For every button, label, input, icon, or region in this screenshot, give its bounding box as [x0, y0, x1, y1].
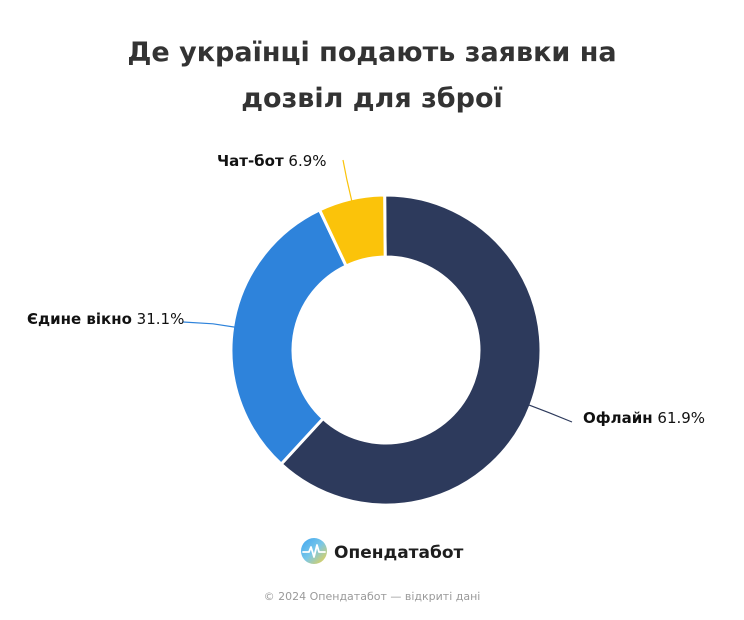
slice-label-chatbot: Чат-бот 6.9% [217, 152, 327, 170]
leader-lines [182, 159, 573, 423]
leader-offline [528, 404, 573, 423]
slice-label-single-window-value: 31.1% [136, 310, 185, 328]
slice-label-single-window: Єдине вікно 31.1% [27, 310, 184, 328]
leader-single-window [182, 321, 235, 328]
leader-chatbot [342, 159, 353, 202]
slice-label-chatbot-value: 6.9% [288, 152, 327, 170]
slice-offline [279, 193, 543, 507]
brand: Опендатабот [300, 537, 464, 570]
chart-title-line-2: дозвіл для зброї [241, 83, 503, 114]
chart-title-line-1: Де українці подають заявки на [127, 37, 617, 68]
chart-title: Де українці подають заявки на дозвіл для… [0, 30, 744, 122]
opendatabot-logo-icon [300, 537, 328, 570]
slice-label-offline-value: 61.9% [657, 409, 706, 427]
slice-single-window [229, 208, 348, 466]
slice-label-single-window-category: Єдине вікно [27, 310, 132, 328]
slice-chatbot [318, 193, 387, 268]
slice-label-offline-category: Офлайн [583, 409, 653, 427]
donut-slices [229, 193, 543, 507]
slice-label-offline: Офлайн 61.9% [583, 409, 705, 427]
footer-copyright: © 2024 Опендатабот — відкриті дані [263, 590, 481, 603]
slice-label-chatbot-category: Чат-бот [217, 152, 284, 170]
brand-name: Опендатабот [334, 543, 464, 563]
